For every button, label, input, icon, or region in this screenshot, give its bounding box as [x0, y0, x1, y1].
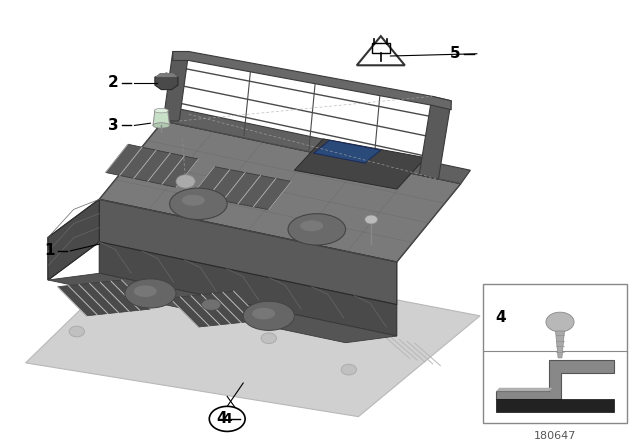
Polygon shape	[99, 199, 397, 305]
Text: 2: 2	[108, 75, 118, 90]
Polygon shape	[496, 388, 552, 392]
Ellipse shape	[154, 108, 168, 113]
Circle shape	[261, 333, 276, 344]
Ellipse shape	[288, 214, 346, 245]
Circle shape	[365, 215, 378, 224]
Polygon shape	[26, 251, 480, 417]
Ellipse shape	[182, 195, 205, 206]
Bar	[483, 284, 627, 423]
Circle shape	[69, 326, 84, 337]
Polygon shape	[155, 73, 178, 77]
Text: 4: 4	[222, 412, 232, 426]
Polygon shape	[163, 108, 470, 184]
Ellipse shape	[202, 299, 221, 310]
Circle shape	[209, 406, 245, 431]
Polygon shape	[419, 96, 451, 179]
Ellipse shape	[252, 308, 275, 319]
Circle shape	[546, 312, 574, 332]
Text: 4: 4	[496, 310, 506, 325]
Polygon shape	[48, 199, 99, 280]
Circle shape	[341, 364, 356, 375]
Ellipse shape	[300, 220, 323, 231]
Ellipse shape	[134, 285, 157, 297]
Polygon shape	[58, 280, 150, 316]
Ellipse shape	[243, 302, 294, 331]
Polygon shape	[48, 273, 397, 343]
Polygon shape	[99, 242, 397, 336]
Polygon shape	[155, 73, 178, 90]
Polygon shape	[314, 140, 381, 163]
Text: 3: 3	[108, 118, 118, 133]
Polygon shape	[294, 139, 426, 189]
Polygon shape	[48, 199, 99, 280]
Circle shape	[176, 175, 195, 188]
Polygon shape	[173, 52, 451, 110]
Text: 4: 4	[216, 411, 227, 426]
Text: 180647: 180647	[534, 431, 577, 441]
Polygon shape	[99, 121, 461, 262]
Polygon shape	[496, 360, 614, 399]
Text: 5: 5	[450, 46, 461, 61]
Text: 1: 1	[44, 243, 54, 258]
Polygon shape	[192, 167, 291, 210]
Ellipse shape	[170, 188, 227, 220]
Polygon shape	[153, 111, 170, 125]
Polygon shape	[556, 331, 564, 358]
Bar	[496, 399, 614, 412]
Polygon shape	[163, 52, 189, 121]
Polygon shape	[357, 36, 404, 65]
Polygon shape	[106, 144, 198, 187]
Ellipse shape	[153, 123, 170, 128]
Polygon shape	[170, 291, 262, 327]
Bar	[372, 43, 390, 53]
Ellipse shape	[125, 279, 176, 308]
